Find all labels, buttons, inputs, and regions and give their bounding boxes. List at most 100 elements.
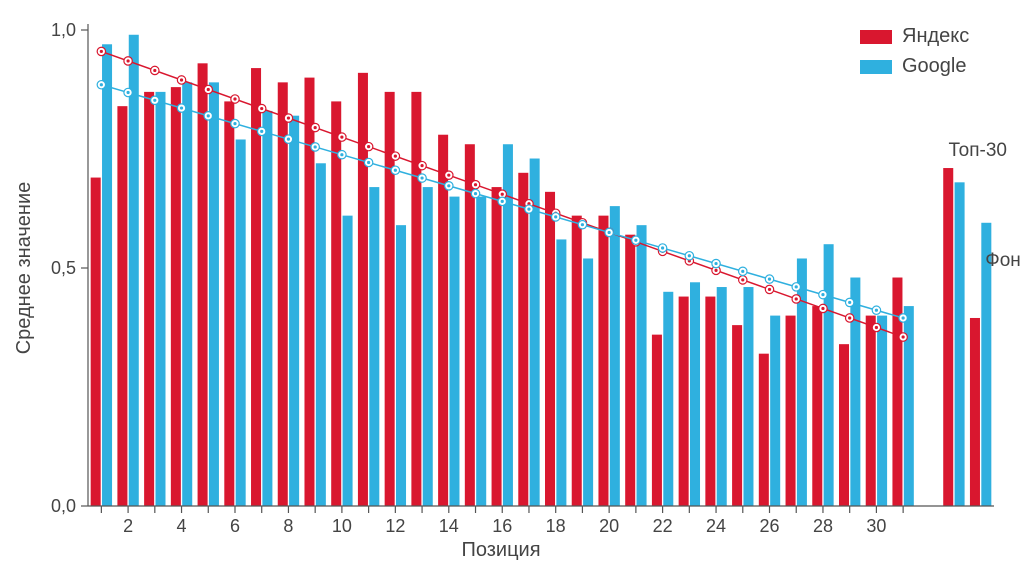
bar-google bbox=[690, 282, 700, 506]
trend-marker-inner bbox=[768, 288, 771, 291]
bar-google bbox=[262, 111, 272, 506]
bar-яндекс bbox=[304, 78, 314, 506]
trend-marker-inner bbox=[821, 307, 824, 310]
x-axis-title: Позиция bbox=[461, 539, 540, 561]
bar-google bbox=[343, 216, 353, 506]
trend-marker-inner bbox=[875, 309, 878, 312]
x-tick-label: 22 bbox=[653, 516, 673, 536]
x-tick-label: 20 bbox=[599, 516, 619, 536]
trend-marker-inner bbox=[902, 335, 905, 338]
trend-marker-inner bbox=[207, 88, 210, 91]
bar-google bbox=[182, 82, 192, 506]
bar-google bbox=[155, 92, 165, 506]
anno-fon: Фон bbox=[985, 250, 1021, 271]
trend-marker-inner bbox=[661, 246, 664, 249]
bar-яндекс bbox=[278, 82, 288, 506]
trend-marker-inner bbox=[100, 83, 103, 86]
bar-яндекс bbox=[598, 216, 608, 506]
trend-marker-inner bbox=[447, 184, 450, 187]
trend-marker-inner bbox=[608, 231, 611, 234]
y-axis-title: Среднее значение bbox=[13, 182, 35, 355]
trend-marker-inner bbox=[634, 239, 637, 242]
bar-google bbox=[850, 278, 860, 506]
bar-google bbox=[743, 287, 753, 506]
bar-яндекс bbox=[892, 278, 902, 506]
trend-marker-inner bbox=[126, 91, 129, 94]
trend-marker-inner bbox=[126, 59, 129, 62]
bar-яндекс bbox=[358, 73, 368, 506]
bar-google bbox=[610, 206, 620, 506]
bar-google bbox=[396, 225, 406, 506]
trend-marker-inner bbox=[581, 223, 584, 226]
bar-google bbox=[423, 187, 433, 506]
trend-marker-inner bbox=[875, 326, 878, 329]
trend-marker-inner bbox=[714, 262, 717, 265]
trend-marker-inner bbox=[420, 176, 423, 179]
extra-bar bbox=[955, 182, 965, 506]
bar-google bbox=[316, 163, 326, 506]
trend-marker-inner bbox=[153, 69, 156, 72]
x-tick-label: 4 bbox=[177, 516, 187, 536]
legend-swatch bbox=[860, 60, 892, 74]
bar-яндекс bbox=[91, 178, 101, 506]
y-tick-label: 0,0 bbox=[51, 496, 76, 516]
trend-marker-inner bbox=[474, 192, 477, 195]
trend-marker-inner bbox=[340, 153, 343, 156]
x-tick-label: 8 bbox=[283, 516, 293, 536]
bar-google bbox=[663, 292, 673, 506]
trend-marker-inner bbox=[821, 293, 824, 296]
bar-google bbox=[583, 258, 593, 506]
bar-яндекс bbox=[572, 216, 582, 506]
trend-marker-inner bbox=[420, 164, 423, 167]
trend-marker-inner bbox=[741, 270, 744, 273]
bar-яндекс bbox=[866, 316, 876, 506]
trend-marker-inner bbox=[207, 114, 210, 117]
trend-marker-inner bbox=[100, 50, 103, 53]
bar-google bbox=[556, 239, 566, 506]
y-tick-label: 1,0 bbox=[51, 20, 76, 40]
bar-яндекс bbox=[438, 135, 448, 506]
bar-яндекс bbox=[812, 306, 822, 506]
bar-яндекс bbox=[705, 297, 715, 506]
legend-label: Google bbox=[902, 55, 967, 77]
trend-marker-inner bbox=[795, 297, 798, 300]
bar-яндекс bbox=[518, 173, 528, 506]
trend-marker-inner bbox=[260, 107, 263, 110]
bar-google bbox=[369, 187, 379, 506]
bar-google bbox=[824, 244, 834, 506]
bar-яндекс bbox=[786, 316, 796, 506]
bar-google bbox=[637, 225, 647, 506]
bar-яндекс bbox=[679, 297, 689, 506]
trend-marker-inner bbox=[768, 278, 771, 281]
bar-яндекс bbox=[839, 344, 849, 506]
trend-marker-inner bbox=[688, 254, 691, 257]
trend-marker-inner bbox=[527, 208, 530, 211]
trend-marker-inner bbox=[153, 99, 156, 102]
trend-marker-inner bbox=[287, 138, 290, 141]
bar-яндекс bbox=[331, 101, 341, 506]
y-tick-label: 0,5 bbox=[51, 258, 76, 278]
trend-marker-inner bbox=[474, 183, 477, 186]
x-tick-label: 16 bbox=[492, 516, 512, 536]
x-tick-label: 30 bbox=[866, 516, 886, 536]
trend-marker-inner bbox=[848, 316, 851, 319]
x-tick-label: 6 bbox=[230, 516, 240, 536]
trend-marker-inner bbox=[714, 269, 717, 272]
bar-яндекс bbox=[492, 187, 502, 506]
trend-marker-inner bbox=[447, 174, 450, 177]
bar-яндекс bbox=[625, 235, 635, 506]
bar-яндекс bbox=[759, 354, 769, 506]
x-tick-label: 10 bbox=[332, 516, 352, 536]
anno-top30: Топ-30 bbox=[949, 140, 1007, 161]
bar-google bbox=[102, 44, 112, 506]
trend-marker-inner bbox=[501, 200, 504, 203]
bar-яндекс bbox=[732, 325, 742, 506]
extra-bar bbox=[943, 168, 953, 506]
bar-яндекс bbox=[545, 192, 555, 506]
legend-label: Яндекс bbox=[902, 25, 969, 47]
trend-marker-inner bbox=[902, 316, 905, 319]
bar-яндекс bbox=[224, 101, 234, 506]
bar-google bbox=[770, 316, 780, 506]
trend-marker-inner bbox=[741, 278, 744, 281]
trend-marker-inner bbox=[233, 97, 236, 100]
